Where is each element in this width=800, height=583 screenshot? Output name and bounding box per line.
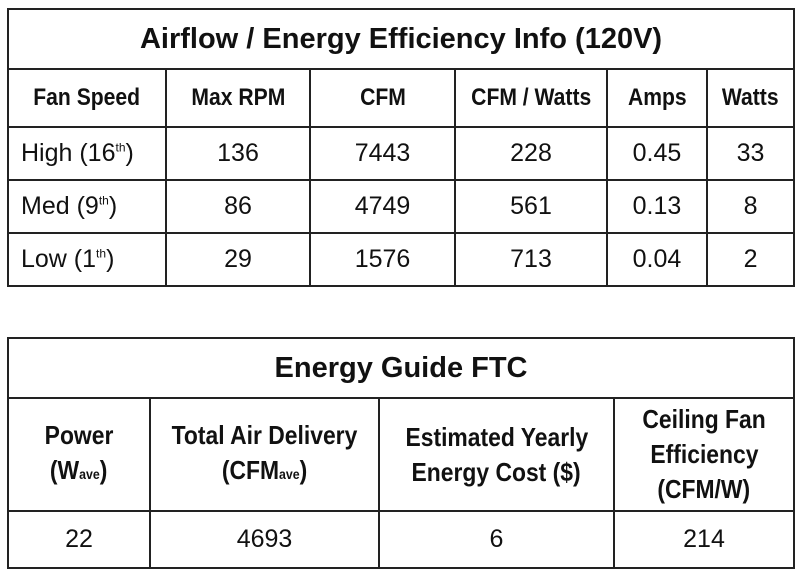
watts-cell: 33 <box>705 126 796 181</box>
amps-cell: 0.13 <box>606 179 708 234</box>
header-watts: Watts <box>705 68 796 128</box>
header-total-air-delivery: Total Air Delivery (CFMave) <box>149 397 380 512</box>
cfm-cell: 7443 <box>309 126 456 181</box>
header-cfm-watts: CFM / Watts <box>454 68 608 128</box>
cfm-watts-cell: 561 <box>454 179 608 234</box>
header-power: Power (Wave) <box>7 397 151 512</box>
fan-speed-cell: Med (9th) <box>7 179 167 234</box>
estimated-yearly-cost-value: 6 <box>378 510 615 569</box>
table-row: Med (9th) 86 4749 561 0.13 8 <box>7 179 796 234</box>
rpm-cell: 86 <box>165 179 311 234</box>
airflow-table-title: Airflow / Energy Efficiency Info (120V) <box>6 8 796 70</box>
cfm-watts-cell: 228 <box>454 126 608 181</box>
header-amps: Amps <box>606 68 708 128</box>
cfm-cell: 1576 <box>309 232 456 287</box>
ceiling-fan-efficiency-value: 214 <box>612 510 796 569</box>
power-value: 22 <box>7 510 151 569</box>
fan-speed-cell: High (16th) <box>7 126 167 181</box>
total-air-delivery-value: 4693 <box>149 510 380 569</box>
watts-cell: 2 <box>705 232 796 287</box>
amps-cell: 0.45 <box>606 126 708 181</box>
header-fan-speed: Fan Speed <box>7 68 167 128</box>
amps-cell: 0.04 <box>606 232 708 287</box>
header-max-rpm: Max RPM <box>165 68 311 128</box>
watts-cell: 8 <box>705 179 796 234</box>
header-cfm: CFM <box>309 68 456 128</box>
rpm-cell: 29 <box>165 232 311 287</box>
rpm-cell: 136 <box>165 126 311 181</box>
cfm-watts-cell: 713 <box>454 232 608 287</box>
airflow-efficiency-table: Airflow / Energy Efficiency Info (120V) … <box>6 8 796 287</box>
energy-guide-table: Energy Guide FTC Power (Wave) Total Air … <box>6 337 796 569</box>
header-ceiling-fan-efficiency: Ceiling Fan Efficiency (CFM/W) <box>612 397 796 512</box>
energy-guide-title: Energy Guide FTC <box>6 337 796 399</box>
table-row: Low (1th) 29 1576 713 0.04 2 <box>7 232 796 287</box>
header-estimated-yearly-cost: Estimated Yearly Energy Cost ($) <box>378 397 615 512</box>
table-row: 22 4693 6 214 <box>7 510 796 569</box>
fan-speed-cell: Low (1th) <box>7 232 167 287</box>
table-row: High (16th) 136 7443 228 0.45 33 <box>7 126 796 181</box>
cfm-cell: 4749 <box>309 179 456 234</box>
